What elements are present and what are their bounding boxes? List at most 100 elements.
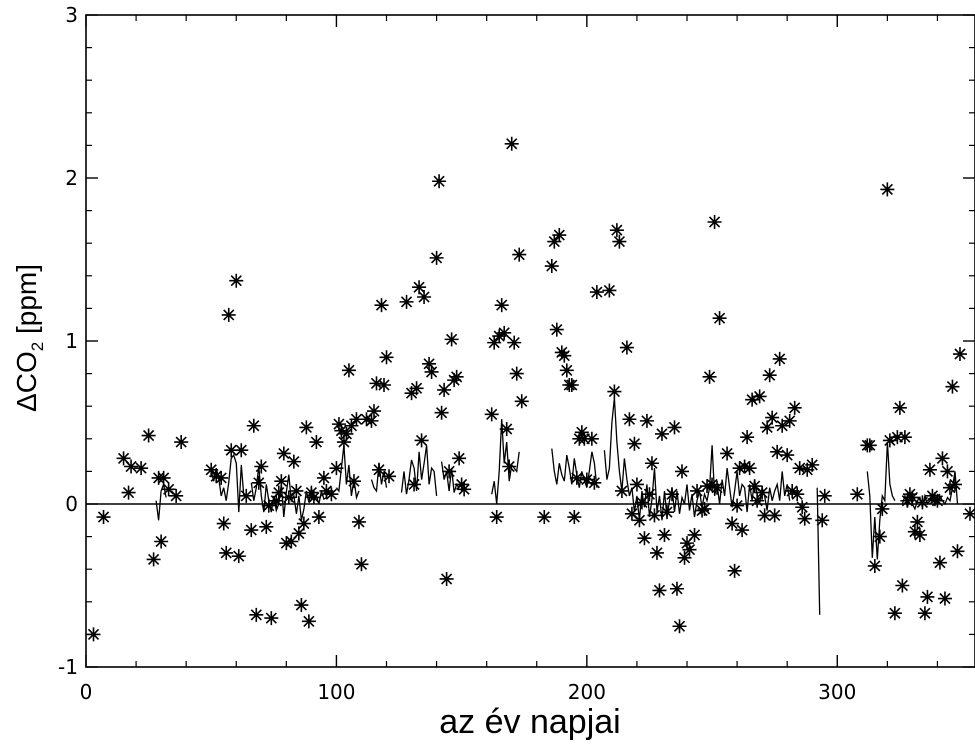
data-point [304,485,319,500]
data-point [920,589,935,604]
data-point [952,347,967,362]
data-point [705,477,720,492]
data-point [659,505,674,520]
data-point [584,431,599,446]
data-point [434,405,449,420]
data-point [499,422,514,437]
x-axis-label: az év napjai [439,703,620,741]
data-point [271,485,286,500]
data-point [910,514,925,529]
data-point [334,423,349,438]
data-point [544,259,559,274]
data-point [497,325,512,340]
data-point [755,485,770,500]
data-point [609,223,624,238]
data-point [602,283,617,298]
data-point [351,514,366,529]
data-point [587,475,602,490]
data-point [747,479,762,494]
axis-ticks [85,14,975,668]
data-point [792,461,807,476]
data-point [299,420,314,435]
data-point [444,332,459,347]
data-point [880,182,895,197]
data-point [622,412,637,427]
data-point [484,407,499,422]
y-axis-label: ΔCO2 [ppm] [11,264,47,412]
x-tick-label: 100 [317,680,355,704]
data-point [141,428,156,443]
data-point [437,382,452,397]
data-point [737,459,752,474]
data-point [569,470,584,485]
data-point [875,501,890,516]
data-point [757,508,772,523]
data-point [319,483,334,498]
data-point [607,384,622,399]
data-point [487,335,502,350]
data-point [552,228,567,243]
data-point [612,234,627,249]
data-point [905,490,920,505]
data-point [712,311,727,326]
data-point [680,536,695,551]
data-point [867,558,882,573]
data-point [246,418,261,433]
data-point [677,550,692,565]
data-point [815,513,830,528]
data-point [730,498,745,513]
data-point [667,420,682,435]
data-point [785,483,800,498]
data-point [509,366,524,381]
data-point [767,508,782,523]
y-tick-label: 3 [65,3,78,27]
data-point [559,363,574,378]
data-point [752,389,767,404]
y-tick-label: 1 [65,329,78,353]
data-point [619,340,634,355]
data-point [937,591,952,606]
data-point [702,369,717,384]
data-point [254,459,269,474]
data-point [787,400,802,415]
data-point [557,348,572,363]
data-point [161,482,176,497]
data-point [765,410,780,425]
data-point [642,487,657,502]
data-point [907,524,922,539]
data-point [124,459,139,474]
data-point [269,493,284,508]
data-point [377,378,392,393]
data-point [354,557,369,572]
data-point [341,363,356,378]
data-point [502,459,517,474]
data-point [637,531,652,546]
data-point [690,483,705,498]
line-segment [816,487,821,615]
line-segment [866,442,896,560]
data-point [412,280,427,295]
data-point [281,490,296,505]
data-point [710,480,725,495]
data-point [424,364,439,379]
data-point [780,448,795,463]
line-segment [440,461,460,493]
data-point [422,356,437,371]
data-point [720,446,735,461]
data-point [214,470,229,485]
line-segment [551,448,598,488]
data-point [231,549,246,564]
data-point [96,510,111,525]
data-point [897,430,912,445]
data-point [760,420,775,435]
data-point [344,418,359,433]
data-point [745,392,760,407]
data-point [892,400,907,415]
marker-series [86,136,975,642]
data-point [564,378,579,393]
y-tick-label: -1 [58,655,78,679]
data-point [652,583,667,598]
data-point [772,351,787,366]
data-point [942,480,957,495]
data-point [442,464,457,479]
